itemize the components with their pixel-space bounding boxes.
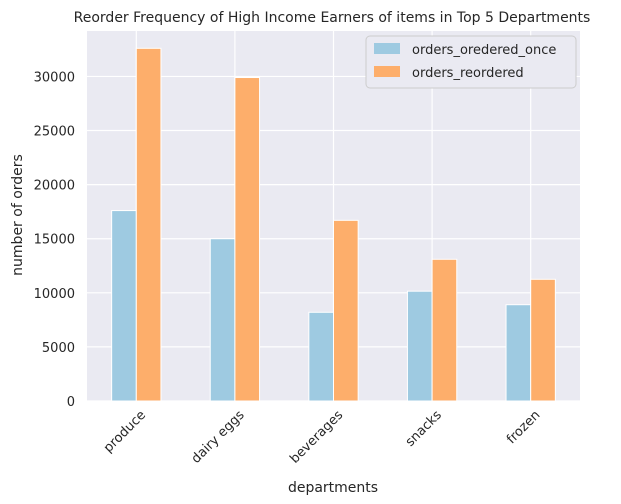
bar-orders-oredered-once-1 [209, 238, 236, 402]
y-tick-label: 10000 [34, 287, 75, 302]
x-axis-label: departments [288, 480, 378, 496]
y-axis-label: number of orders [10, 154, 26, 276]
bar-orders-oredered-once-2 [308, 311, 335, 402]
legend-label-orders-reordered: orders_reordered [412, 66, 524, 81]
legend-label-orders-oredered-once: orders_oredered_once [412, 43, 556, 58]
y-axis-ticks: 0 5000 10000 15000 20000 25000 30000 [34, 70, 75, 410]
legend-swatch-orders-oredered-once [374, 43, 400, 54]
x-tick-label: dairy eggs [189, 408, 248, 467]
x-tick-label: beverages [287, 408, 346, 467]
x-axis-ticks: produce dairy eggs beverages snacks frozen [101, 408, 543, 467]
bar-orders-oredered-once-3 [406, 290, 433, 402]
y-tick-label: 25000 [34, 125, 75, 140]
bar-orders-reordered-3 [431, 258, 458, 402]
y-tick-label: 5000 [42, 341, 75, 356]
legend-swatch-orders-reordered [374, 66, 400, 77]
y-tick-label: 15000 [34, 233, 75, 248]
bar-orders-reordered-4 [530, 278, 556, 402]
bar-orders-oredered-once-4 [505, 304, 532, 402]
y-tick-label: 0 [67, 395, 75, 410]
legend-box [365, 35, 577, 89]
y-tick-label: 20000 [34, 179, 75, 194]
chart-title: Reorder Frequency of High Income Earners… [74, 10, 591, 26]
x-tick-label: snacks [403, 408, 445, 450]
x-tick-label: produce [101, 408, 149, 456]
legend: orders_oredered_once orders_reordered [365, 35, 577, 89]
bar-orders-oredered-once-0 [111, 210, 137, 402]
y-tick-label: 30000 [34, 70, 75, 85]
bar-orders-reordered-1 [234, 77, 261, 402]
bar-orders-reordered-0 [135, 47, 162, 402]
bars [111, 47, 556, 402]
bar-orders-reordered-2 [333, 219, 359, 402]
x-tick-label: frozen [504, 408, 543, 447]
